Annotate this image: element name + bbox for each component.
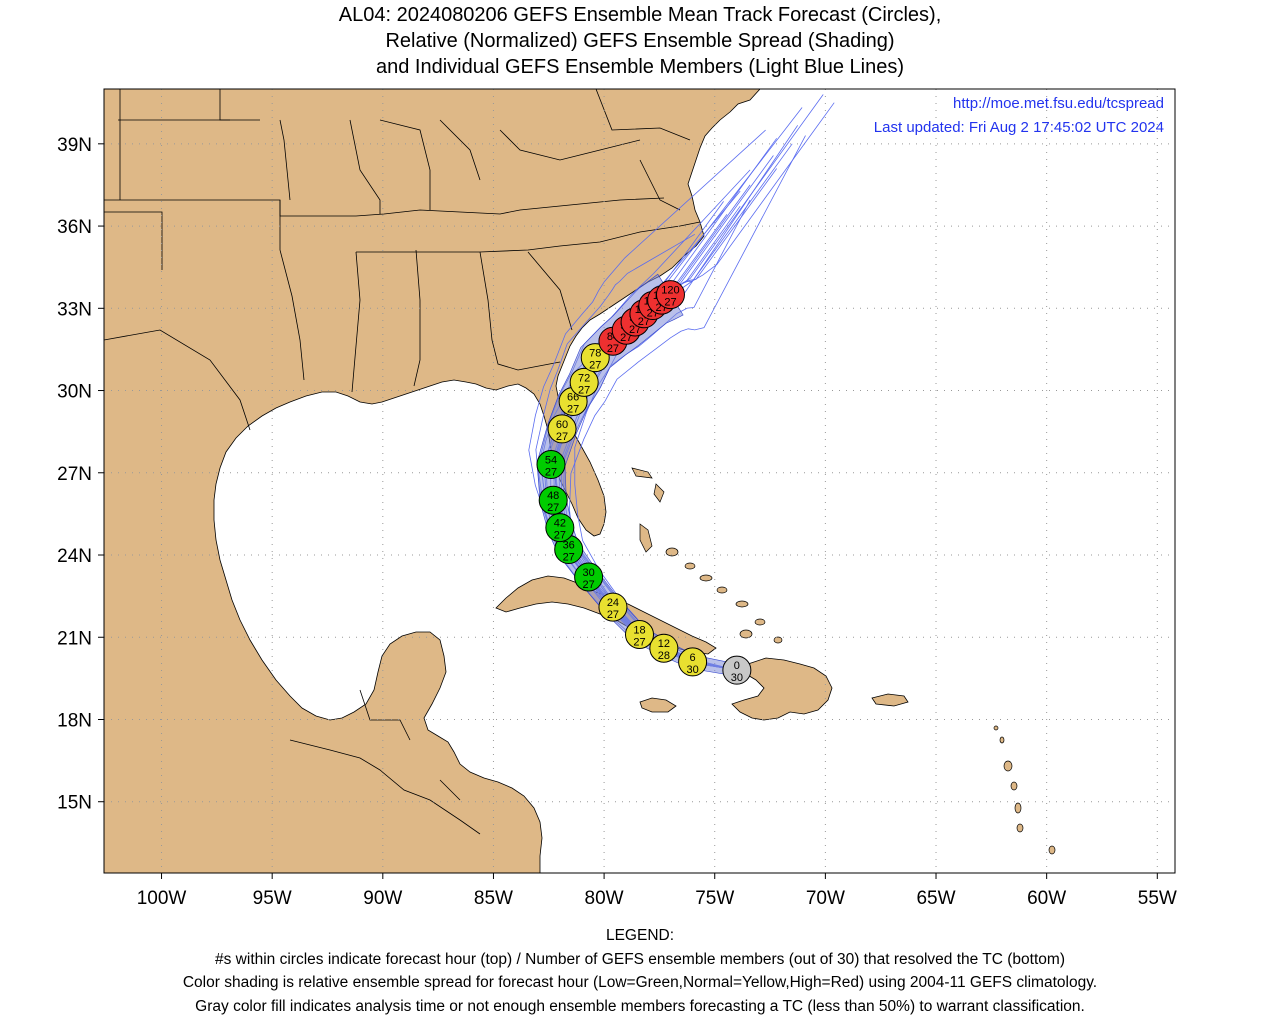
- track-map: 0306301228182724273027362742274827542760…: [57, 88, 1177, 909]
- member-count-label: 27: [554, 530, 566, 542]
- forecast-hour-label: 24: [607, 597, 619, 609]
- track-circle: [547, 414, 577, 444]
- land-puerto-rico: [871, 693, 909, 707]
- credit-updated: Last updated: Fri Aug 2 17:45:02 UTC 202…: [874, 119, 1164, 136]
- land-north-america: [104, 89, 761, 873]
- member-count-label: 27: [664, 297, 676, 309]
- land-jamaica: [639, 697, 677, 713]
- track-circle: [625, 620, 654, 650]
- political-boundaries: [104, 89, 701, 835]
- member-count-label: 30: [731, 672, 743, 684]
- title-line-1: AL04: 2024080206 GEFS Ensemble Mean Trac…: [338, 4, 942, 26]
- track-circle: [598, 592, 628, 622]
- track-point: 030: [722, 655, 752, 685]
- member-count-label: 28: [658, 650, 670, 662]
- title-line-3: and Individual GEFS Ensemble Members (Li…: [375, 56, 905, 78]
- legend: LEGEND: #s within circles indicate forec…: [0, 924, 1280, 1018]
- plot-frame: [103, 88, 1176, 874]
- legend-heading: LEGEND:: [605, 927, 675, 944]
- track-circle: [574, 562, 604, 592]
- member-count-label: 27: [607, 343, 619, 355]
- track-circle: [678, 647, 708, 677]
- legend-line-2: Color shading is relative ensemble sprea…: [182, 974, 1098, 991]
- member-count-label: 27: [589, 360, 601, 372]
- forecast-hour-label: 60: [556, 419, 568, 431]
- track-circle: [655, 280, 685, 310]
- land-bahamas: [631, 467, 783, 644]
- member-count-label: 30: [686, 664, 698, 676]
- lon-tick-label: 65W: [916, 888, 955, 909]
- member-count-label: 27: [578, 384, 590, 396]
- forecast-hour-label: 36: [563, 540, 575, 552]
- lon-tick-label: 60W: [1027, 888, 1066, 909]
- track-circle: [536, 450, 566, 480]
- member-count-label: 27: [582, 579, 594, 591]
- forecast-hour-label: 54: [545, 455, 557, 467]
- forecast-hour-label: 0: [734, 660, 740, 672]
- lon-tick-label: 55W: [1138, 888, 1177, 909]
- lat-tick-label: 15N: [57, 793, 92, 814]
- member-count-label: 27: [556, 431, 568, 443]
- forecast-hour-label: 78: [589, 348, 601, 360]
- forecast-hour-label: 72: [578, 372, 590, 384]
- forecast-hour-label: 120: [661, 285, 679, 297]
- lat-tick-label: 33N: [57, 299, 92, 320]
- lon-tick-label: 85W: [474, 888, 513, 909]
- member-count-label: 27: [545, 467, 557, 479]
- legend-line-3: Gray color fill indicates analysis time …: [195, 997, 1085, 1015]
- lon-tick-label: 80W: [585, 888, 624, 909]
- lat-tick-label: 24N: [57, 546, 92, 567]
- lat-tick-label: 36N: [57, 217, 92, 238]
- track-point: 630: [678, 647, 708, 677]
- track-circle: [545, 513, 575, 543]
- lon-tick-label: 95W: [253, 888, 292, 909]
- lat-tick-label: 39N: [57, 135, 92, 156]
- lat-lon-grid: [104, 89, 1175, 873]
- lon-tick-label: 100W: [137, 888, 187, 909]
- lat-tick-label: 27N: [57, 464, 92, 485]
- member-count-label: 27: [567, 404, 579, 416]
- axis-ticks: 100W 95W 90W 85W 80W 75W 70W 65W 60W 55W 15N 18N 21N…: [57, 135, 1177, 909]
- mean-track-circles: 0306301228182724273027362742274827542760…: [536, 280, 752, 685]
- land-lesser-antilles: [993, 725, 1056, 855]
- legend-line-1: #s within circles indicate forecast hour…: [215, 950, 1065, 968]
- forecast-hour-label: 12: [658, 638, 670, 650]
- forecast-hour-label: 6: [690, 652, 696, 664]
- chart-title: AL04: 2024080206 GEFS Ensemble Mean Trac…: [0, 2, 1280, 80]
- forecast-hour-label: 48: [547, 490, 559, 502]
- forecast-hour-label: 42: [554, 518, 566, 530]
- lat-tick-label: 21N: [57, 628, 92, 649]
- track-circle: [538, 485, 568, 515]
- forecast-hour-label: 18: [633, 625, 645, 637]
- credit-url[interactable]: http://moe.met.fsu.edu/tcspread: [953, 95, 1164, 112]
- lon-tick-label: 70W: [806, 888, 845, 909]
- forecast-hour-label: 66: [567, 392, 579, 404]
- track-circle: [569, 367, 599, 397]
- track-circle: [722, 655, 752, 685]
- lat-tick-label: 30N: [57, 382, 92, 403]
- lat-tick-label: 18N: [57, 710, 92, 731]
- forecast-hour-label: 30: [582, 567, 594, 579]
- title-line-2: Relative (Normalized) GEFS Ensemble Spre…: [385, 30, 895, 52]
- land-hispaniola: [731, 657, 833, 721]
- lon-tick-label: 75W: [695, 888, 734, 909]
- track-circle: [649, 633, 679, 663]
- member-count-label: 27: [633, 637, 645, 649]
- member-count-label: 27: [607, 609, 619, 621]
- member-count-label: 27: [547, 502, 559, 514]
- lon-tick-label: 90W: [363, 888, 402, 909]
- member-count-label: 27: [563, 552, 575, 564]
